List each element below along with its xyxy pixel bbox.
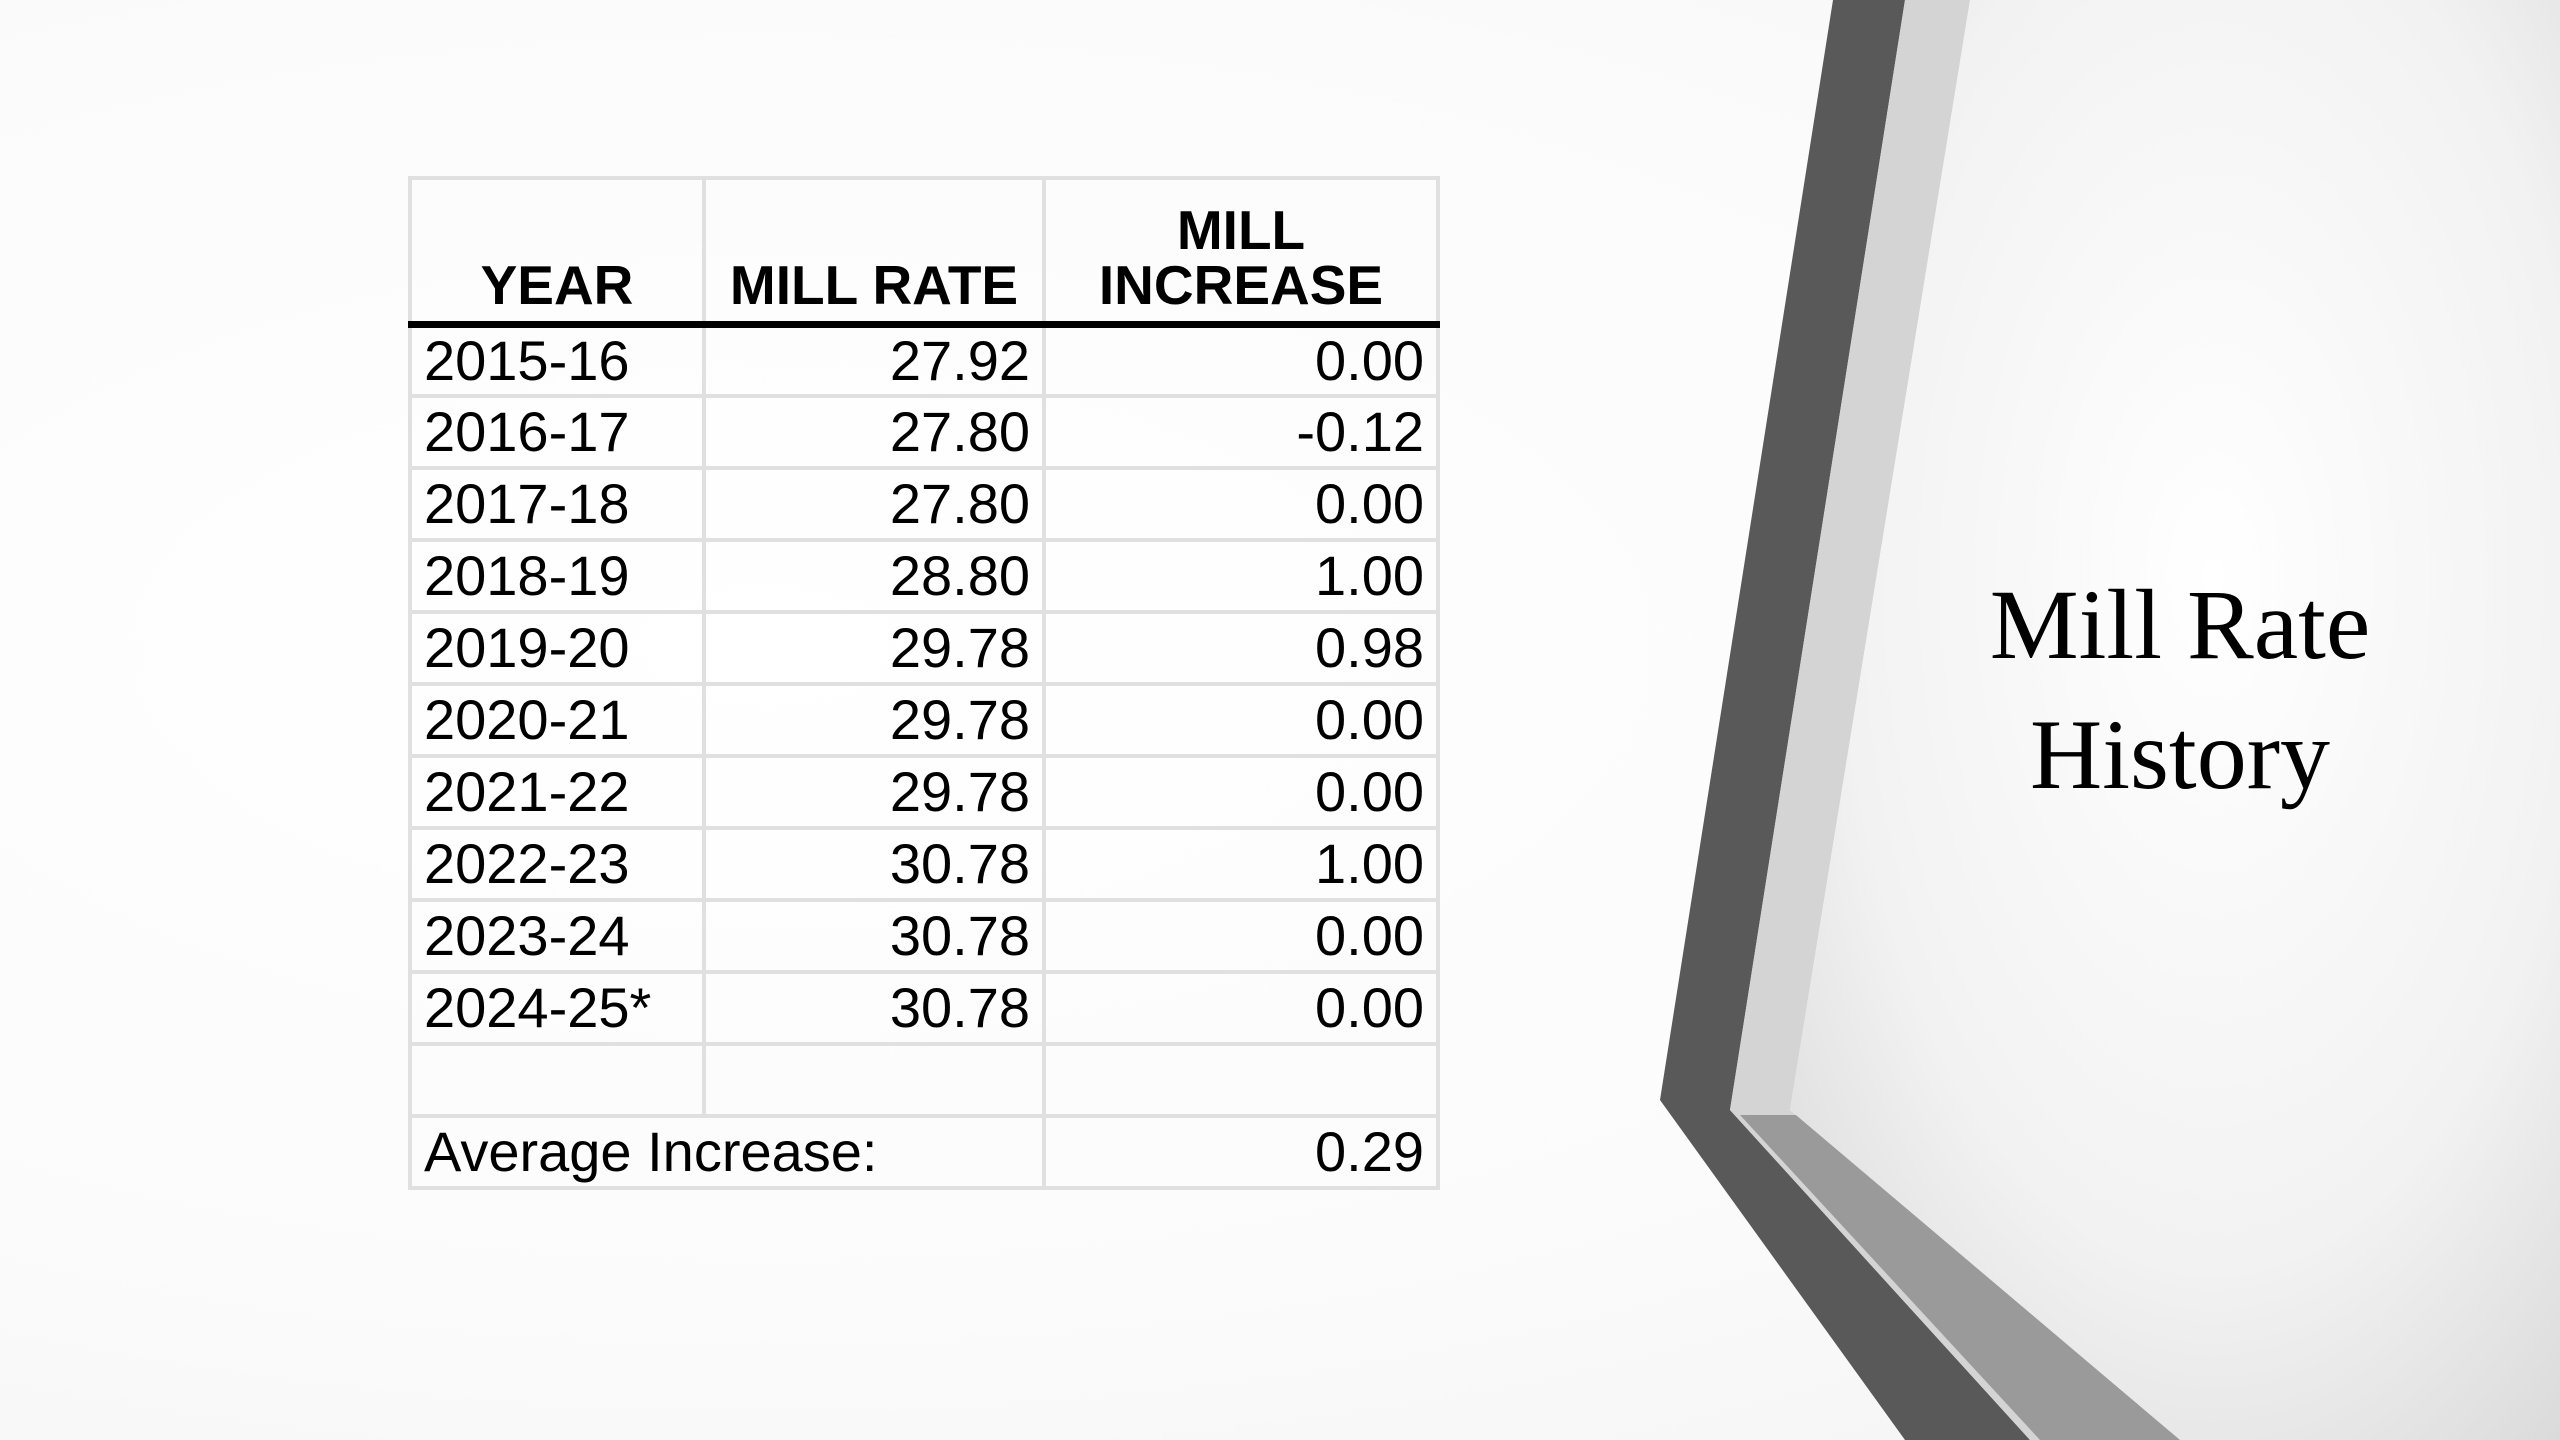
cell-year: 2022-23 — [408, 826, 706, 902]
table-row: 2023-24 30.78 0.00 — [408, 898, 1440, 974]
cell-increase: -0.12 — [1042, 394, 1440, 470]
cell-increase: 0.00 — [1042, 970, 1440, 1046]
cell-mill-rate: 30.78 — [702, 970, 1046, 1046]
table-row: 2021-22 29.78 0.00 — [408, 754, 1440, 830]
empty-cell — [1042, 1042, 1440, 1118]
cell-mill-rate: 28.80 — [702, 538, 1046, 614]
table-header-row: YEAR MILL RATE MILL INCREASE — [408, 176, 1440, 328]
table-row: 2019-20 29.78 0.98 — [408, 610, 1440, 686]
cell-year: 2015-16 — [408, 322, 706, 398]
slide-title: Mill Rate History — [1900, 560, 2460, 820]
cell-mill-rate: 27.80 — [702, 394, 1046, 470]
cell-increase: 0.00 — [1042, 754, 1440, 830]
table-row: 2022-23 30.78 1.00 — [408, 826, 1440, 902]
slide-title-line2: History — [2030, 699, 2330, 810]
header-year: YEAR — [408, 176, 706, 328]
cell-year: 2023-24 — [408, 898, 706, 974]
frame-dark-band — [1660, 0, 2030, 1440]
table-row: 2015-16 27.92 0.00 — [408, 322, 1440, 398]
cell-year: 2024-25* — [408, 970, 706, 1046]
cell-year: 2016-17 — [408, 394, 706, 470]
cell-mill-rate: 27.92 — [702, 322, 1046, 398]
cell-mill-rate: 29.78 — [702, 682, 1046, 758]
cell-year: 2018-19 — [408, 538, 706, 614]
cell-increase: 0.00 — [1042, 466, 1440, 542]
mill-rate-table-container: YEAR MILL RATE MILL INCREASE 2015-16 27.9… — [408, 176, 1440, 1190]
cell-mill-rate: 30.78 — [702, 826, 1046, 902]
average-row: Average Increase: 0.29 — [408, 1114, 1440, 1190]
cell-mill-rate: 30.78 — [702, 898, 1046, 974]
cell-year: 2019-20 — [408, 610, 706, 686]
empty-cell — [408, 1042, 706, 1118]
cell-mill-rate: 27.80 — [702, 466, 1046, 542]
cell-mill-rate: 29.78 — [702, 754, 1046, 830]
table-row: 2018-19 28.80 1.00 — [408, 538, 1440, 614]
header-mill-rate: MILL RATE — [702, 176, 1046, 328]
frame-light-band — [1730, 0, 2180, 1440]
average-label: Average Increase: — [408, 1114, 1046, 1190]
cell-year: 2017-18 — [408, 466, 706, 542]
cell-increase: 1.00 — [1042, 826, 1440, 902]
header-mill-increase: MILL INCREASE — [1042, 176, 1440, 328]
mill-rate-table: YEAR MILL RATE MILL INCREASE 2015-16 27.9… — [408, 176, 1440, 1190]
cell-increase: 1.00 — [1042, 538, 1440, 614]
empty-cell — [702, 1042, 1046, 1118]
cell-increase: 0.00 — [1042, 898, 1440, 974]
table-row: 2017-18 27.80 0.00 — [408, 466, 1440, 542]
cell-increase: 0.00 — [1042, 682, 1440, 758]
cell-mill-rate: 29.78 — [702, 610, 1046, 686]
table-row: 2024-25* 30.78 0.00 — [408, 970, 1440, 1046]
cell-increase: 0.00 — [1042, 322, 1440, 398]
table-row: 2020-21 29.78 0.00 — [408, 682, 1440, 758]
title-panel — [1790, 0, 2560, 1440]
header-mill-increase-line1: MILL — [1176, 198, 1306, 261]
cell-year: 2020-21 — [408, 682, 706, 758]
table-spacer-row — [408, 1042, 1440, 1118]
table-body: 2015-16 27.92 0.00 2016-17 27.80 -0.12 2017-18… — [408, 322, 1440, 1190]
table-row: 2016-17 27.80 -0.12 — [408, 394, 1440, 470]
slide-title-line1: Mill Rate — [1989, 569, 2371, 680]
cell-year: 2021-22 — [408, 754, 706, 830]
header-mill-increase-line2: INCREASE — [1098, 253, 1384, 316]
cell-increase: 0.98 — [1042, 610, 1440, 686]
average-value: 0.29 — [1042, 1114, 1440, 1190]
